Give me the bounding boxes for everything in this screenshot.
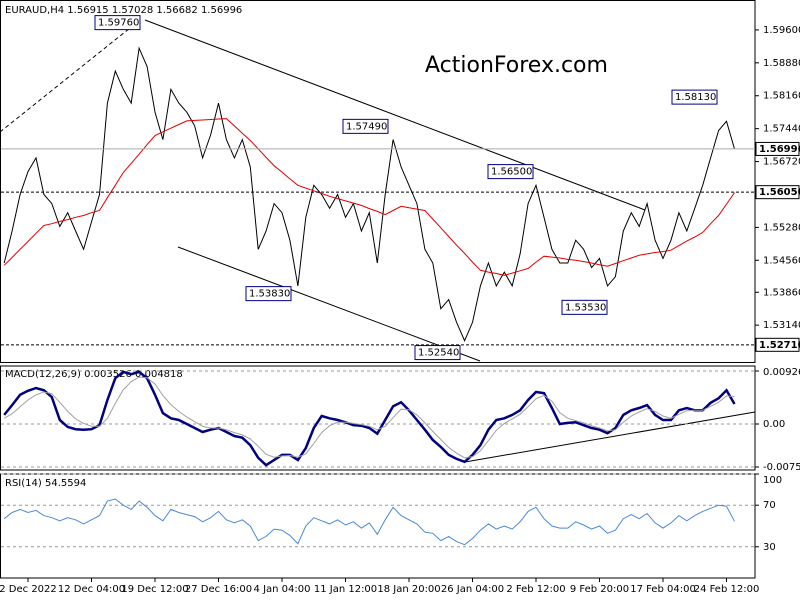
low: 1.56682 [156, 5, 197, 16]
x-tick-label: 17 Feb 04:00 [630, 584, 696, 595]
y-tick-label: -0.007517 [763, 462, 800, 473]
level-label: 1.56050 [759, 187, 800, 198]
x-tick-label: 19 Dec 12:00 [121, 584, 188, 595]
x-tick-label: 2 Feb 12:00 [506, 584, 565, 595]
x-tick-label: 2 Dec 2022 [0, 584, 57, 595]
chart: ActionForex.com EURAUD,H4 1.56915 1.5702… [0, 0, 800, 600]
rsi-reading: 54.5594 [45, 478, 86, 489]
level-label: 1.52710 [759, 340, 800, 351]
y-tick-label: 1.54560 [763, 255, 800, 266]
open: 1.56915 [67, 5, 108, 16]
x-tick-label: 11 Jan 12:00 [314, 584, 377, 595]
x-tick-label: 9 Feb 20:00 [570, 584, 629, 595]
swing-label: 1.52540 [418, 348, 459, 359]
swing-label: 1.53530 [565, 302, 606, 313]
y-tick-label: 1.59600 [763, 25, 800, 36]
swing-label: 1.59760 [98, 18, 139, 29]
x-tick-label: 27 Dec 16:00 [185, 584, 252, 595]
y-tick-label: 0.00 [763, 419, 785, 430]
y-tick-label: 1.53140 [763, 320, 800, 331]
x-tick-label: 18 Jan 20:00 [377, 584, 440, 595]
y-tick-label: 1.55280 [763, 222, 800, 233]
swing-label: 1.58130 [675, 92, 716, 103]
y-tick-label: 70 [763, 500, 776, 511]
x-tick-label: 26 Jan 04:00 [441, 584, 504, 595]
y-tick-label: 30 [763, 542, 776, 553]
price-header: EURAUD,H4 1.56915 1.57028 1.56682 1.5699… [5, 5, 242, 16]
y-tick-label: 1.56720 [763, 157, 800, 168]
y-tick-label: 1.57440 [763, 124, 800, 135]
watermark: ActionForex.com [425, 53, 608, 78]
close: 1.56996 [201, 5, 242, 16]
x-tick-label: 4 Jan 04:00 [254, 584, 311, 595]
last-price-label: 1.56996 [759, 144, 800, 155]
x-tick-label: 24 Feb 12:00 [694, 584, 760, 595]
swing-label: 1.57490 [346, 121, 387, 132]
y-tick-label: 0.009263 [763, 367, 800, 378]
high: 1.57028 [112, 5, 153, 16]
y-tick-label: 1.53860 [763, 287, 800, 298]
swing-label: 1.53830 [249, 289, 290, 300]
x-tick-label: 12 Dec 04:00 [58, 584, 125, 595]
y-tick-label: 1.58880 [763, 58, 800, 69]
y-tick-label: 100 [763, 475, 782, 486]
rsi-title: RSI(14) [5, 478, 42, 489]
symbol: EURAUD,H4 [5, 5, 64, 16]
rsi-header: RSI(14) 54.5594 [5, 478, 86, 489]
swing-label: 1.56500 [491, 167, 532, 178]
y-tick-label: 1.58160 [763, 91, 800, 102]
